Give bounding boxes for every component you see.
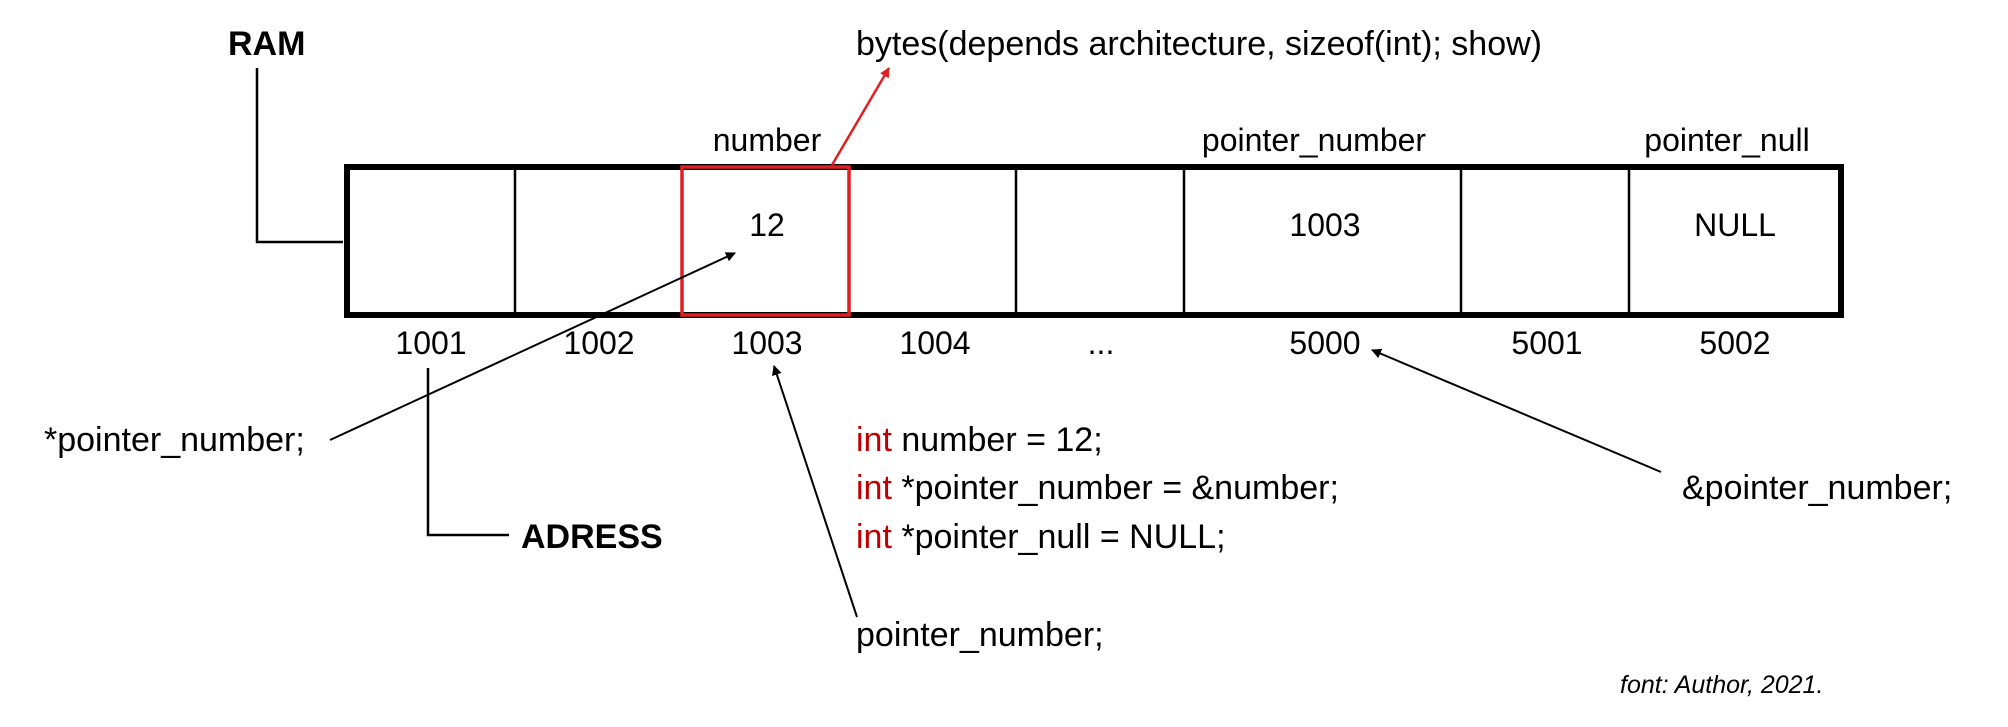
address-label: 1004: [899, 325, 971, 361]
code-keyword: int: [856, 469, 892, 507]
address-label: 5002: [1699, 325, 1771, 361]
ram-box: [344, 164, 1844, 318]
deref-arrow: [329, 252, 736, 441]
highlighted-cell-number: [680, 165, 851, 317]
cell-value-pointer-number: 1003: [1289, 207, 1361, 243]
code-text: *pointer_number = &number;: [891, 469, 1339, 507]
var-name-pointer-number: pointer_number: [1201, 122, 1427, 158]
address-title: ADRESS: [521, 518, 663, 556]
deref-label: *pointer_number;: [44, 421, 305, 459]
pointer-address-arrow: [1371, 348, 1662, 473]
pointer-value-arrow: [772, 365, 858, 618]
ram-title: RAM: [228, 25, 306, 63]
code-line: int number = 12;: [856, 423, 1103, 457]
cell-value-number: 12: [749, 207, 785, 243]
cell-value-pointer-null: NULL: [1694, 207, 1776, 243]
code-line: int *pointer_null = NULL;: [856, 520, 1226, 554]
address-label: 1002: [563, 325, 635, 361]
source-credit: font: Author, 2021.: [1620, 671, 1824, 699]
bytes-arrow: [830, 67, 891, 166]
code-line: int *pointer_number = &number;: [856, 471, 1339, 505]
address-label: 1003: [731, 325, 803, 361]
var-name-pointer-null: pointer_null: [1644, 122, 1810, 158]
bytes-note: bytes(depends architecture, sizeof(int);…: [856, 25, 1542, 63]
address-label: 1001: [395, 325, 467, 361]
address-label: ...: [1087, 325, 1115, 361]
address-connector: [426, 368, 509, 537]
code-keyword: int: [856, 421, 892, 459]
code-text: number = 12;: [891, 421, 1103, 459]
pointer-address-label: &pointer_number;: [1682, 469, 1953, 507]
ram-connector: [255, 68, 343, 244]
pointer-value-label: pointer_number;: [856, 616, 1104, 654]
address-label: 5000: [1289, 325, 1361, 361]
var-name-number: number: [712, 122, 822, 158]
address-label: 5001: [1511, 325, 1583, 361]
code-text: *pointer_null = NULL;: [891, 518, 1226, 556]
code-keyword: int: [856, 518, 892, 556]
